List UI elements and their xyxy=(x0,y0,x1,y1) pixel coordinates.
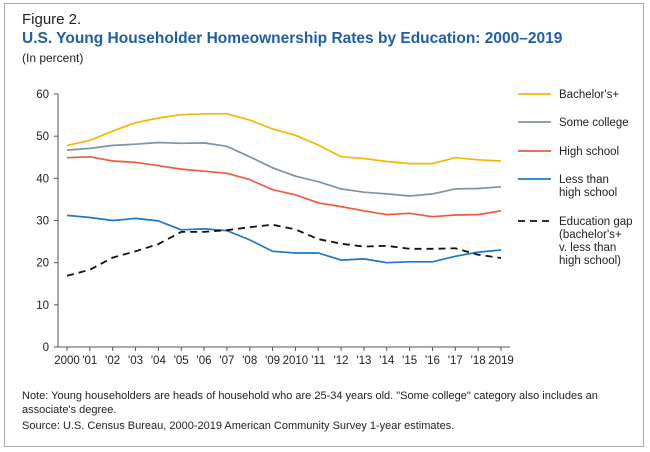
x-tick-label: '17 xyxy=(448,355,463,367)
x-tick-label: '04 xyxy=(151,355,167,367)
y-tick-label: 0 xyxy=(43,342,49,354)
chart-source: Source: U.S. Census Bureau, 2000-2019 Am… xyxy=(22,420,455,432)
legend-label: Bachelor's+ xyxy=(559,89,619,101)
x-tick-label: '09 xyxy=(265,355,280,367)
y-tick-label: 20 xyxy=(36,258,49,270)
x-tick-label: '11 xyxy=(311,355,325,367)
x-tick-label: 2000 xyxy=(54,355,80,367)
series-line-4 xyxy=(66,223,502,277)
y-tick-label: 40 xyxy=(36,173,49,185)
legend-label: Less than xyxy=(559,174,609,186)
chart-title: U.S. Young Householder Homeownership Rat… xyxy=(22,30,563,47)
x-tick-label: '16 xyxy=(425,355,440,367)
legend-label: high school) xyxy=(559,255,621,267)
x-tick-label: '02 xyxy=(105,355,120,367)
x-tick-label: '07 xyxy=(219,355,234,367)
x-axis: 2000'01 '02 '03 '04 '05 '06 '07 '08 '09 2010'11 '1… xyxy=(54,346,514,367)
series-line-1 xyxy=(66,141,502,197)
chart-note: Note: Young householders are heads of ho… xyxy=(22,390,598,416)
legend-label: (bachelor's+ xyxy=(559,229,622,241)
x-tick-label: '06 xyxy=(197,355,212,367)
x-tick-label: '01 xyxy=(82,355,97,367)
x-tick-label: '15 xyxy=(402,355,417,367)
legend-label: high school xyxy=(559,187,617,199)
legend: Bachelor's+ Some college High school Less t… xyxy=(518,89,633,267)
legend-label: High school xyxy=(559,146,619,158)
y-tick-label: 30 xyxy=(36,216,49,228)
x-tick-label: '18 xyxy=(471,355,486,367)
series-lines xyxy=(66,112,502,277)
series-line-2 xyxy=(66,155,502,218)
line-chart: 0 10 20 30 40 50 60 2000'01 '02 '03 '04 '05 '06 '07 '… xyxy=(36,89,633,367)
legend-label: Some college xyxy=(559,117,629,129)
x-tick-label: '14 xyxy=(379,355,395,367)
figure-frame xyxy=(4,3,644,447)
legend-label: Education gap xyxy=(559,216,633,228)
x-tick-label: '03 xyxy=(128,355,143,367)
y-tick-label: 60 xyxy=(36,89,49,101)
x-tick-label: 2019 xyxy=(488,355,514,367)
y-tick-label: 50 xyxy=(36,131,49,143)
x-tick-label: '13 xyxy=(356,355,371,367)
x-tick-label: '12 xyxy=(334,355,349,367)
x-tick-label: '08 xyxy=(242,355,257,367)
series-line-0 xyxy=(66,112,502,165)
x-tick-label: '05 xyxy=(174,355,189,367)
legend-label: v. less than xyxy=(559,242,616,254)
x-tick-label: 2010 xyxy=(283,355,309,367)
figure-label: Figure 2. xyxy=(22,11,82,28)
chart-subtitle: (In percent) xyxy=(22,51,84,65)
y-axis: 0 10 20 30 40 50 60 xyxy=(36,89,59,354)
series-line-3 xyxy=(66,214,502,264)
y-tick-label: 10 xyxy=(36,300,49,312)
